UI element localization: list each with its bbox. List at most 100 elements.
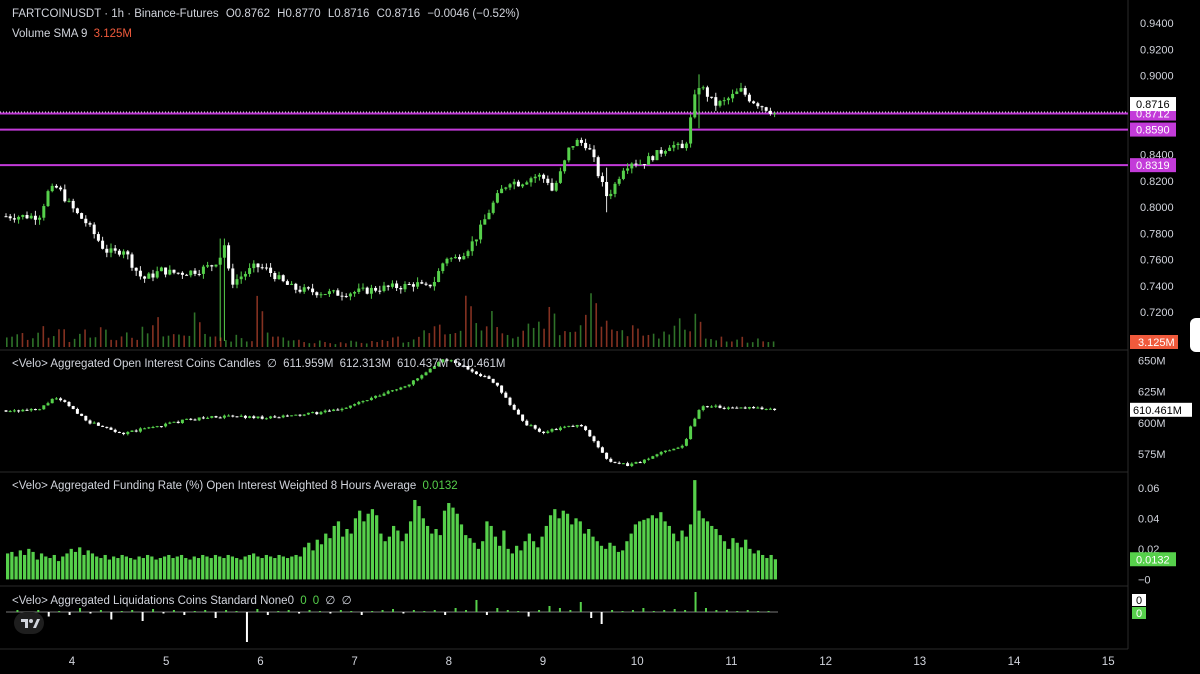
price-candle-body: [731, 93, 735, 99]
funding-bar: [587, 529, 591, 580]
oi-candle-body: [340, 408, 344, 411]
volume-bar: [767, 342, 770, 347]
price-candle-body: [466, 251, 470, 257]
funding-bar: [396, 530, 400, 580]
oi-candle-body: [655, 454, 659, 457]
volume-bar: [616, 331, 618, 347]
oi-candle-body: [42, 405, 46, 410]
liq-bar: [214, 612, 217, 618]
oi-candle-body: [264, 418, 268, 420]
price-candle-body: [588, 148, 592, 150]
volume-bar: [480, 330, 483, 347]
funding-bar: [277, 554, 281, 580]
price-level-label: 0.8319: [1136, 160, 1170, 172]
price-candle-body: [386, 285, 390, 287]
price-candle-body: [504, 187, 508, 189]
volume-bar: [485, 326, 488, 347]
oi-candle-body: [176, 421, 180, 424]
volume-bar: [32, 338, 34, 347]
funding-bar: [701, 518, 705, 580]
oi-candle-body: [336, 409, 340, 411]
price-candle-body: [344, 296, 348, 298]
funding-bar: [6, 553, 10, 580]
funding-tick-label: 0.06: [1138, 483, 1159, 495]
collapse-panel-button[interactable]: [1190, 318, 1200, 352]
oi-tick-label: 575M: [1138, 449, 1166, 461]
volume-bar: [329, 343, 332, 347]
volume-bar: [68, 341, 71, 347]
funding-bar: [459, 524, 464, 580]
volume-bar: [647, 334, 650, 347]
funding-bar: [548, 515, 553, 580]
volume-value-badge: [1130, 335, 1178, 349]
price-candle-body: [521, 184, 525, 187]
volume-bar: [313, 343, 316, 347]
price-candle-body: [88, 223, 92, 225]
volume-bar: [684, 329, 686, 347]
oi-candle-body: [621, 463, 625, 465]
time-axis[interactable]: 4 5 6 7 8 9 10 11 12 13 14 15: [69, 656, 1115, 668]
volume-bar: [465, 295, 467, 347]
oi-candle-body: [231, 415, 235, 417]
oi-candle-body: [306, 412, 310, 415]
liq-bar: [558, 608, 561, 612]
price-candle-body: [38, 217, 42, 220]
liq-settings-icon[interactable]: ∅: [341, 595, 352, 607]
oi-candle-body: [768, 408, 772, 410]
liq-bar: [172, 610, 175, 612]
liq-bar: [381, 610, 384, 612]
volume-bar: [522, 330, 525, 347]
funding-title: <Velo> Aggregated Funding Rate (%) Open …: [12, 480, 417, 492]
price-candle-body: [294, 283, 298, 290]
tradingview-logo-icon[interactable]: [14, 612, 44, 634]
volume-bar: [704, 338, 707, 347]
oi-candle-body: [235, 416, 239, 418]
price-candle-body: [117, 250, 121, 255]
volume-bar: [475, 323, 478, 347]
volume-bar: [303, 342, 305, 347]
price-candle-body: [470, 241, 474, 252]
liq-hide-icon[interactable]: ∅: [325, 595, 336, 607]
price-candle-body: [743, 88, 747, 95]
price-candle-body: [558, 171, 562, 183]
price-candle-body: [235, 279, 239, 285]
oi-candle-body: [126, 431, 130, 435]
price-candle-body: [752, 101, 756, 104]
funding-bar: [663, 521, 667, 580]
funding-bar: [650, 515, 654, 580]
ohlc-open: O0.8762: [225, 8, 270, 20]
oi-candle-body: [25, 409, 29, 411]
liq-bar: [631, 610, 634, 612]
price-axis[interactable]: 0.70000.72000.74000.76000.78000.80000.82…: [1130, 18, 1192, 620]
oi-candle-body: [218, 417, 222, 419]
price-candle-body: [647, 156, 651, 165]
liq-bar: [590, 612, 593, 618]
liq-bar: [99, 610, 102, 612]
oi-value-close: 610.461M: [454, 358, 506, 370]
oi-candle-body: [563, 426, 567, 428]
oi-candle-body: [206, 417, 210, 419]
oi-candle-body: [21, 409, 25, 412]
volume-bar: [272, 336, 274, 347]
funding-bar: [697, 510, 701, 580]
volume-bar: [58, 329, 60, 347]
oi-candle-body: [256, 416, 260, 419]
liq-bar: [423, 611, 426, 612]
price-candle-body: [327, 291, 331, 295]
funding-bar: [519, 550, 523, 580]
price-candle-body: [445, 258, 449, 264]
price-candle-body: [252, 263, 256, 269]
volume-bar: [689, 331, 691, 347]
liq-bar: [454, 608, 457, 612]
oi-hide-icon[interactable]: ∅: [266, 358, 277, 370]
volume-bar: [595, 303, 598, 347]
funding-bar: [319, 544, 324, 580]
liq-bar: [183, 612, 186, 615]
oi-candle-body: [592, 436, 596, 442]
price-candle-body: [533, 176, 537, 179]
oi-candle-body: [147, 427, 151, 429]
funding-bar: [324, 533, 328, 580]
funding-bar: [421, 518, 425, 580]
liq-bar: [245, 612, 248, 642]
